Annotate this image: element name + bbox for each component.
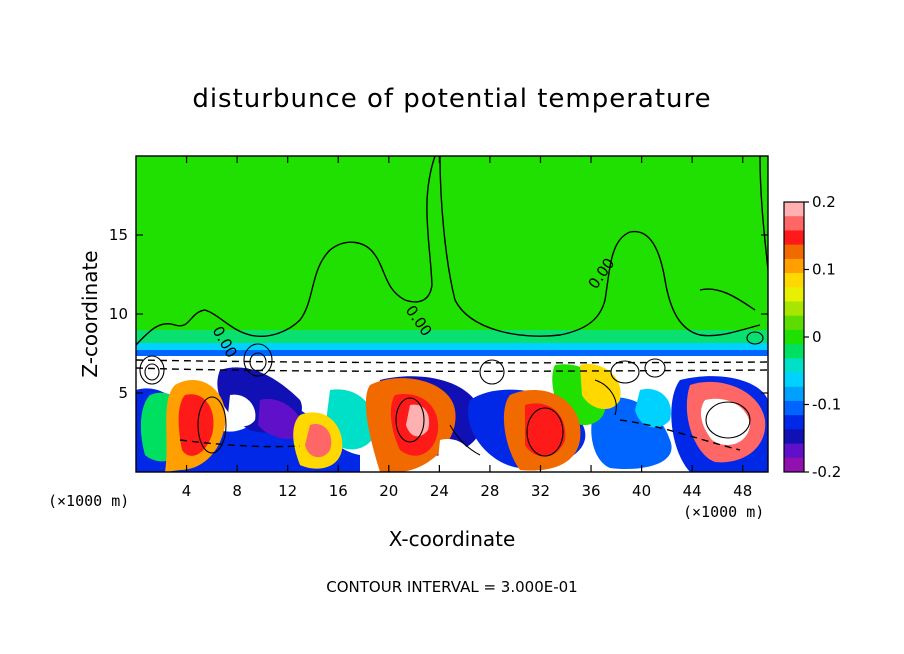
neutral-eddy xyxy=(635,389,671,428)
y-axis-label: Z-coordinate xyxy=(78,250,102,378)
contour-lines xyxy=(136,156,768,346)
x-axis-unit-right: (×1000 m) xyxy=(683,503,765,521)
warm-eddy-core xyxy=(305,424,332,458)
transition-band-3 xyxy=(136,350,768,356)
chart-title: disturbunce of potential temperature xyxy=(192,84,712,114)
x-tick-label: 48 xyxy=(733,482,752,500)
colorbar: 0.2 0.1 0 -0.1 -0.2 xyxy=(783,193,841,481)
x-tick-label: 32 xyxy=(531,482,550,500)
x-tick-label: 16 xyxy=(329,482,348,500)
dashed-contours xyxy=(136,359,768,451)
neutral-patch xyxy=(228,394,256,427)
x-tick-label: 36 xyxy=(581,482,600,500)
transition-band-2 xyxy=(136,343,768,351)
colorbar-segment xyxy=(784,358,804,374)
warm-eddy-core xyxy=(178,394,214,456)
colorbar-segment xyxy=(784,372,804,388)
x-axis-label: X-coordinate xyxy=(388,527,516,551)
colorbar-segment xyxy=(784,457,804,473)
colorbar-tick-label: 0.2 xyxy=(812,193,836,211)
y-tick-label: 5 xyxy=(118,384,128,402)
x-tick-label: 12 xyxy=(278,482,297,500)
colorbar-tick-label: 0.1 xyxy=(812,261,836,279)
cold-eddy-core xyxy=(258,399,305,440)
colorbar-segment xyxy=(784,344,804,359)
colorbar-tick-label: 0 xyxy=(812,328,822,346)
colorbar-segment xyxy=(784,273,804,288)
y-tick-label: 15 xyxy=(109,226,128,244)
colorbar-tick-label: -0.2 xyxy=(812,463,841,481)
x-axis-unit-left: (×1000 m) xyxy=(48,492,130,510)
eddy-contours xyxy=(139,331,764,457)
y-tick-label: 10 xyxy=(109,305,128,323)
colorbar-segment xyxy=(784,202,804,217)
temperature-field: 0.00 0.00 0.00 xyxy=(136,156,768,472)
colorbar-segment xyxy=(784,216,804,231)
colorbar-segment xyxy=(784,386,804,402)
x-tick-label: 40 xyxy=(632,482,651,500)
x-tick-label: 24 xyxy=(430,482,449,500)
x-tick-label: 28 xyxy=(480,482,499,500)
x-tick-label: 4 xyxy=(182,482,192,500)
contour-interval-note: CONTOUR INTERVAL = 3.000E-01 xyxy=(326,578,578,596)
colorbar-segment xyxy=(784,329,804,345)
x-tick-label: 20 xyxy=(379,482,398,500)
x-tick-label: 8 xyxy=(232,482,242,500)
colorbar-segment xyxy=(784,429,804,445)
x-tick-label: 44 xyxy=(683,482,702,500)
colorbar-segment xyxy=(784,258,804,274)
colorbar-segment xyxy=(784,443,804,459)
colorbar-segment xyxy=(784,230,804,246)
colorbar-segment xyxy=(784,287,804,302)
x-axis-ticks: 4 8 12 16 20 24 28 32 36 40 44 48 xyxy=(182,156,752,500)
transition-band xyxy=(136,330,768,344)
warm-eddy xyxy=(580,364,621,410)
colorbar-segment xyxy=(784,244,804,260)
neutral-patch xyxy=(438,439,471,470)
colorbar-segment xyxy=(784,315,804,331)
colorbar-segment xyxy=(784,415,804,430)
colorbar-tick-label: -0.1 xyxy=(812,396,841,414)
colorbar-segment xyxy=(784,301,804,317)
y-axis-ticks: 5 10 15 xyxy=(109,226,768,402)
colorbar-segment xyxy=(784,400,804,416)
warm-eddy-core xyxy=(525,403,566,457)
